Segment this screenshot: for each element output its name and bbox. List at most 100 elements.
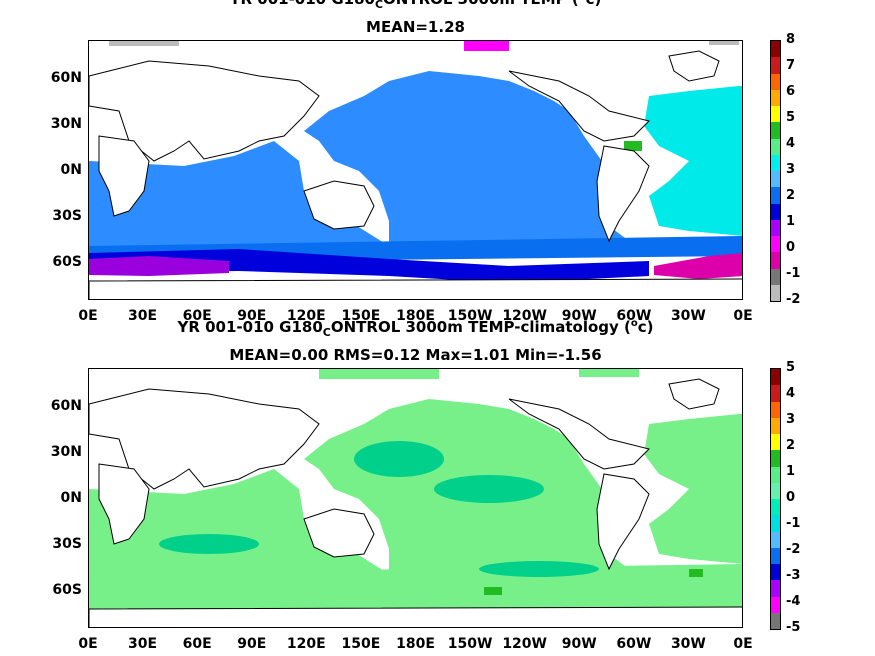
longitude-label: 90W (561, 636, 597, 652)
colorbar-segment (771, 138, 780, 155)
colorbar-label: -1 (786, 516, 801, 531)
colorbar-label: 2 (786, 188, 796, 203)
colorbar-segment (771, 612, 780, 629)
longitude-label: 150E (341, 308, 381, 324)
longitude-label: 60E (182, 636, 212, 652)
colorbar-label: 4 (786, 386, 796, 401)
colorbar-segment (771, 106, 780, 123)
australia-landmass (303, 180, 375, 230)
indian-ocean-field (89, 141, 389, 246)
colorbar-segment (771, 268, 780, 285)
greenland-landmass (668, 50, 720, 82)
panel2-colorbar (770, 368, 781, 630)
longitude-label: 30W (670, 308, 706, 324)
colorbar-segment (771, 482, 780, 499)
weddell-magenta (654, 253, 742, 279)
colorbar-segment (771, 531, 780, 548)
longitude-label: 120E (286, 636, 326, 652)
arctic-diff-patch (319, 369, 439, 379)
australia-landmass (303, 508, 375, 558)
longitude-label: 60W (616, 636, 652, 652)
latitude-label: 60S (52, 582, 82, 598)
panel1-map (88, 40, 743, 300)
colorbar-label: -5 (786, 620, 801, 635)
longitude-label: 0E (733, 636, 753, 652)
colorbar-segment (771, 434, 780, 451)
colorbar-segment (771, 171, 780, 188)
north-america-landmass (508, 398, 650, 470)
colorbar-segment (771, 187, 780, 204)
colorbar-label: 5 (786, 360, 796, 375)
colorbar-label: -1 (786, 266, 801, 281)
arctic-ice-patch (109, 41, 179, 46)
atlantic-ocean-diff (644, 414, 742, 564)
greenland-landmass (668, 378, 720, 410)
colorbar-segment (771, 252, 780, 269)
latitude-label: 30S (52, 536, 82, 552)
latitude-label: 60N (50, 70, 82, 86)
longitude-label: 30E (128, 636, 158, 652)
colorbar-label: 0 (786, 240, 796, 255)
colorbar-segment (771, 41, 780, 58)
colorbar-segment (771, 515, 780, 532)
diff-warm-region (479, 561, 599, 577)
panel1-colorbar (770, 40, 781, 302)
atlantic-ocean-field (644, 86, 742, 236)
southern-ocean-band-2 (89, 249, 649, 283)
colorbar-segment (771, 564, 780, 581)
colorbar-segment (771, 73, 780, 90)
south-america-landmass (596, 145, 650, 243)
colorbar-segment (771, 417, 780, 434)
latitude-label: 30N (50, 116, 82, 132)
panel1-mean-stat: MEAN=1.28 (366, 18, 465, 36)
antarctica-landmass (89, 606, 742, 627)
africa-landmass (98, 463, 150, 545)
south-america-landmass (596, 473, 650, 571)
longitude-label: 180E (396, 308, 435, 324)
longitude-label: 30E (128, 308, 158, 324)
colorbar-segment (771, 236, 780, 253)
colorbar-label: 1 (786, 464, 796, 479)
diff-spot (484, 587, 502, 595)
panel1-temperature-field (89, 41, 742, 299)
diff-warm-region (159, 534, 259, 554)
colorbar-segment (771, 284, 780, 301)
longitude-label: 150W (447, 636, 493, 652)
latitude-label: 60S (52, 254, 82, 270)
colorbar-label: 3 (786, 162, 796, 177)
colorbar-label: 2 (786, 438, 796, 453)
latitude-label: 30N (50, 444, 82, 460)
panel1-title: YR 001-010 G180CONTROL 3000m TEMP (oc) (230, 0, 602, 11)
colorbar-segment (771, 450, 780, 467)
diff-warm-region (354, 441, 444, 477)
north-america-landmass (508, 70, 650, 142)
colorbar-label: 7 (786, 58, 796, 73)
panel2-map (88, 368, 743, 628)
longitude-label: 0E (78, 308, 98, 324)
southern-ocean-diff (89, 564, 742, 609)
colorbar-label: -3 (786, 568, 801, 583)
caribbean-warm-patch (624, 141, 642, 151)
colorbar-segment (771, 401, 780, 418)
longitude-label: 90W (561, 308, 597, 324)
colorbar-label: 5 (786, 110, 796, 125)
colorbar-segment (771, 596, 780, 613)
longitude-label: 0E (733, 308, 753, 324)
colorbar-segment (771, 219, 780, 236)
colorbar-segment (771, 369, 780, 386)
arctic-diff-patch (579, 369, 639, 377)
longitude-label: 0E (78, 636, 98, 652)
diff-spot (689, 569, 703, 577)
longitude-label: 150W (447, 308, 493, 324)
colorbar-label: 1 (786, 214, 796, 229)
colorbar-label: -4 (786, 594, 801, 609)
colorbar-label: -2 (786, 292, 801, 307)
longitude-label: 120W (502, 636, 547, 652)
longitude-label: 90E (237, 636, 267, 652)
colorbar-segment (771, 547, 780, 564)
colorbar-segment (771, 499, 780, 516)
longitude-label: 150E (341, 636, 381, 652)
colorbar-label: 0 (786, 490, 796, 505)
panel2-difference-field (89, 369, 742, 627)
panel2-title: YR 001-010 G180CONTROL 3000m TEMP-climat… (177, 318, 654, 339)
